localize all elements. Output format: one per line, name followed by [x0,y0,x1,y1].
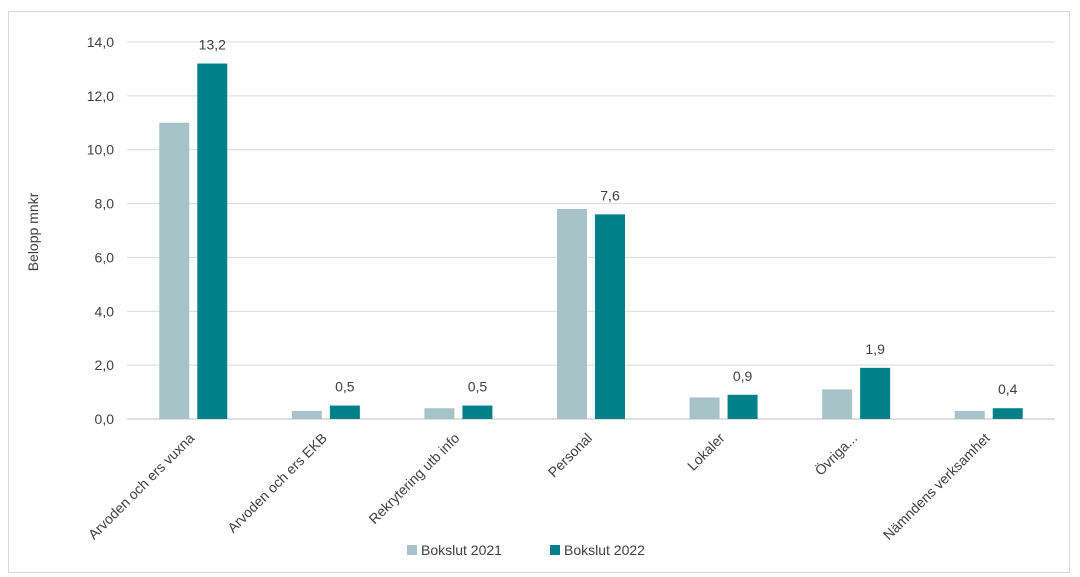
category-label: Rekrytering utb info [365,430,462,527]
legend-label-bokslut-2021: Bokslut 2021 [421,542,502,558]
legend-swatch-bokslut-2022 [550,545,560,555]
bar-bokslut-2022 [595,214,625,419]
y-tick-label: 12,0 [87,88,114,104]
y-tick-label: 0,0 [95,411,115,427]
y-tick-label: 8,0 [95,196,115,212]
legend: Bokslut 2021 Bokslut 2022 [407,542,645,558]
legend-swatch-bokslut-2021 [407,545,417,555]
data-label: 0,5 [468,379,488,395]
data-labels: 13,2 0,5 0,5 7,6 0,9 1,9 0,4 [199,37,1018,398]
bar-bokslut-2022 [462,405,493,419]
category-label: Övriga... [811,429,860,478]
bar-bokslut-2022 [860,367,891,419]
y-tick-label: 10,0 [87,142,114,158]
category-label: Arvoden och ers EKB [224,430,330,536]
data-label: 1,9 [865,341,885,357]
y-axis-title: Belopp mnkr [25,192,41,271]
bar-bokslut-2021 [689,397,720,419]
y-tick-label: 4,0 [95,303,115,319]
data-label: 13,2 [199,37,226,53]
bar-bokslut-2021 [557,208,587,419]
bar-bokslut-2021 [159,122,190,420]
data-label: 0,4 [998,381,1018,397]
bar-bokslut-2021 [424,408,455,419]
bar-bokslut-2021 [954,410,985,419]
bar-bokslut-2022 [329,405,360,419]
y-axis-ticks: 0,0 2,0 4,0 6,0 8,0 10,0 12,0 14,0 [87,34,114,427]
gridlines [127,41,1055,420]
bars [159,63,1023,420]
bar-bokslut-2022 [197,63,228,420]
data-label: 7,6 [600,187,620,203]
category-label: Arvoden och ers vuxna [85,430,198,543]
bar-bokslut-2022 [992,408,1023,419]
category-label: Nämndens verksamhet [880,430,993,543]
y-tick-label: 14,0 [87,34,114,50]
y-tick-label: 2,0 [95,357,115,373]
bar-bokslut-2022 [727,394,758,419]
y-tick-label: 6,0 [95,249,115,265]
legend-label-bokslut-2022: Bokslut 2022 [564,542,645,558]
bar-bokslut-2021 [291,410,322,419]
category-label: Lokaler [684,430,728,474]
data-label: 0,9 [733,368,753,384]
bar-bokslut-2021 [822,389,853,419]
category-label: Personal [545,430,595,480]
x-axis-categories: Arvoden och ers vuxna Arvoden och ers EKB… [85,429,993,543]
data-label: 0,5 [335,379,355,395]
